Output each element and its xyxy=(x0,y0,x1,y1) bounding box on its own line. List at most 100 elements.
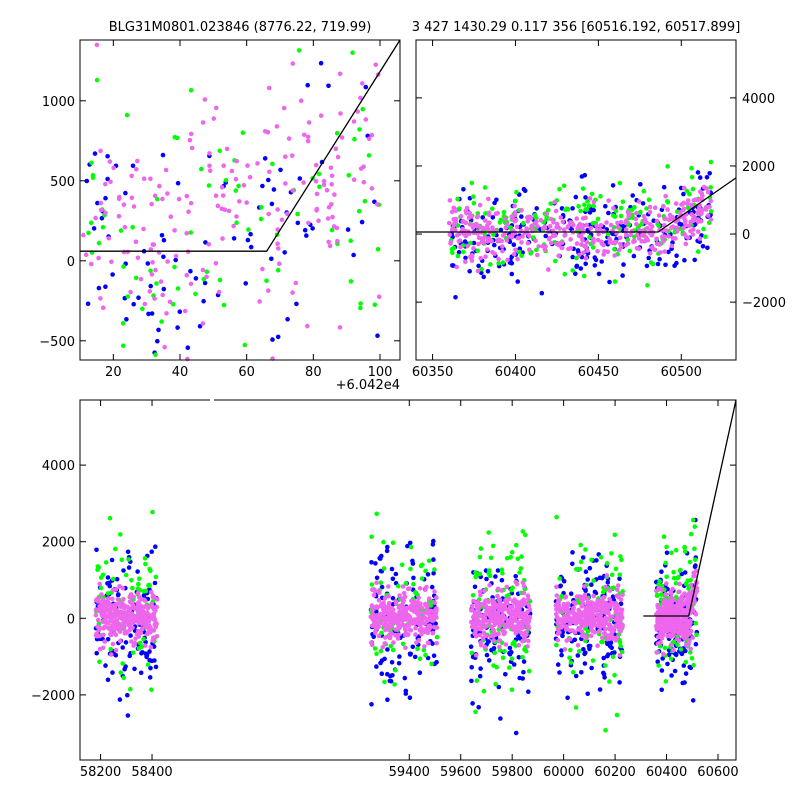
data-point xyxy=(172,228,177,233)
data-point xyxy=(427,623,433,628)
data-point xyxy=(276,246,281,251)
data-point xyxy=(469,619,474,625)
data-point xyxy=(96,628,102,633)
data-point xyxy=(393,632,398,638)
data-point xyxy=(605,636,611,641)
data-point xyxy=(554,514,559,520)
data-point xyxy=(687,191,692,197)
data-point xyxy=(631,238,637,243)
data-point xyxy=(519,598,525,604)
data-point xyxy=(476,263,481,269)
data-point xyxy=(127,628,132,633)
y-tick-label: 1000 xyxy=(42,95,75,110)
data-point xyxy=(99,215,105,221)
data-point xyxy=(369,603,375,608)
data-point xyxy=(126,614,132,619)
data-point xyxy=(515,279,520,284)
data-point xyxy=(124,112,130,118)
data-point xyxy=(133,275,139,281)
plot-frame-top-right xyxy=(415,39,737,361)
data-point xyxy=(570,206,575,211)
data-point xyxy=(665,200,671,205)
data-point xyxy=(507,650,512,656)
data-point xyxy=(658,640,663,645)
data-point xyxy=(94,631,99,636)
data-point xyxy=(199,166,204,172)
data-point xyxy=(92,151,98,156)
data-point xyxy=(122,606,127,611)
data-point xyxy=(382,679,387,685)
x-tick-label: 60200 xyxy=(594,765,635,780)
data-point xyxy=(202,97,208,102)
data-point xyxy=(106,236,112,241)
data-point xyxy=(647,204,653,210)
data-point xyxy=(610,654,616,660)
data-point xyxy=(108,632,113,637)
data-point xyxy=(619,610,624,616)
data-point xyxy=(492,200,497,206)
y-tick-label: 500 xyxy=(50,175,75,190)
data-point xyxy=(147,657,152,663)
data-point xyxy=(188,281,194,287)
data-point xyxy=(524,226,529,231)
data-point xyxy=(369,582,375,587)
data-point xyxy=(161,237,167,243)
data-point xyxy=(144,652,150,657)
data-point xyxy=(515,556,521,562)
data-point xyxy=(590,658,596,663)
data-point xyxy=(245,163,250,168)
data-point xyxy=(671,647,676,653)
data-point xyxy=(592,255,598,260)
data-point xyxy=(519,214,524,219)
data-point xyxy=(585,612,591,618)
data-point xyxy=(683,608,688,613)
data-point xyxy=(120,320,126,326)
data-point xyxy=(663,620,669,625)
data-point xyxy=(470,607,475,612)
data-point xyxy=(571,669,576,675)
data-point xyxy=(505,257,510,263)
data-point xyxy=(401,623,406,628)
data-point xyxy=(317,184,322,190)
data-point xyxy=(601,252,606,257)
data-point xyxy=(128,633,133,638)
data-point xyxy=(374,511,380,517)
data-point xyxy=(114,613,120,618)
data-point xyxy=(470,225,476,231)
data-point xyxy=(123,664,128,669)
data-point xyxy=(95,617,101,623)
data-point xyxy=(122,225,128,230)
data-point xyxy=(356,208,362,214)
data-point xyxy=(360,106,366,112)
data-point xyxy=(603,204,608,209)
data-point xyxy=(475,214,481,219)
x-tick-label: 60500 xyxy=(661,365,702,380)
data-point xyxy=(503,601,509,606)
data-point xyxy=(525,609,530,615)
data-point xyxy=(458,244,463,250)
data-point xyxy=(605,617,611,622)
data-point xyxy=(462,239,468,244)
data-point xyxy=(386,584,391,589)
x-tick-label: 58200 xyxy=(80,765,121,780)
data-point xyxy=(431,624,437,630)
data-point xyxy=(369,702,374,707)
data-point xyxy=(577,566,583,572)
data-point xyxy=(460,218,466,224)
data-point xyxy=(375,247,381,252)
data-point xyxy=(596,231,601,237)
data-point xyxy=(570,268,575,273)
data-point xyxy=(103,210,108,216)
data-point xyxy=(294,301,299,307)
data-point xyxy=(476,705,482,710)
data-point xyxy=(671,575,677,581)
data-point xyxy=(617,652,623,658)
data-point xyxy=(693,557,698,562)
data-point xyxy=(519,240,524,245)
data-point xyxy=(679,222,684,227)
data-point xyxy=(382,641,388,646)
data-point xyxy=(411,581,416,587)
data-point xyxy=(152,658,157,663)
data-point xyxy=(129,639,134,644)
